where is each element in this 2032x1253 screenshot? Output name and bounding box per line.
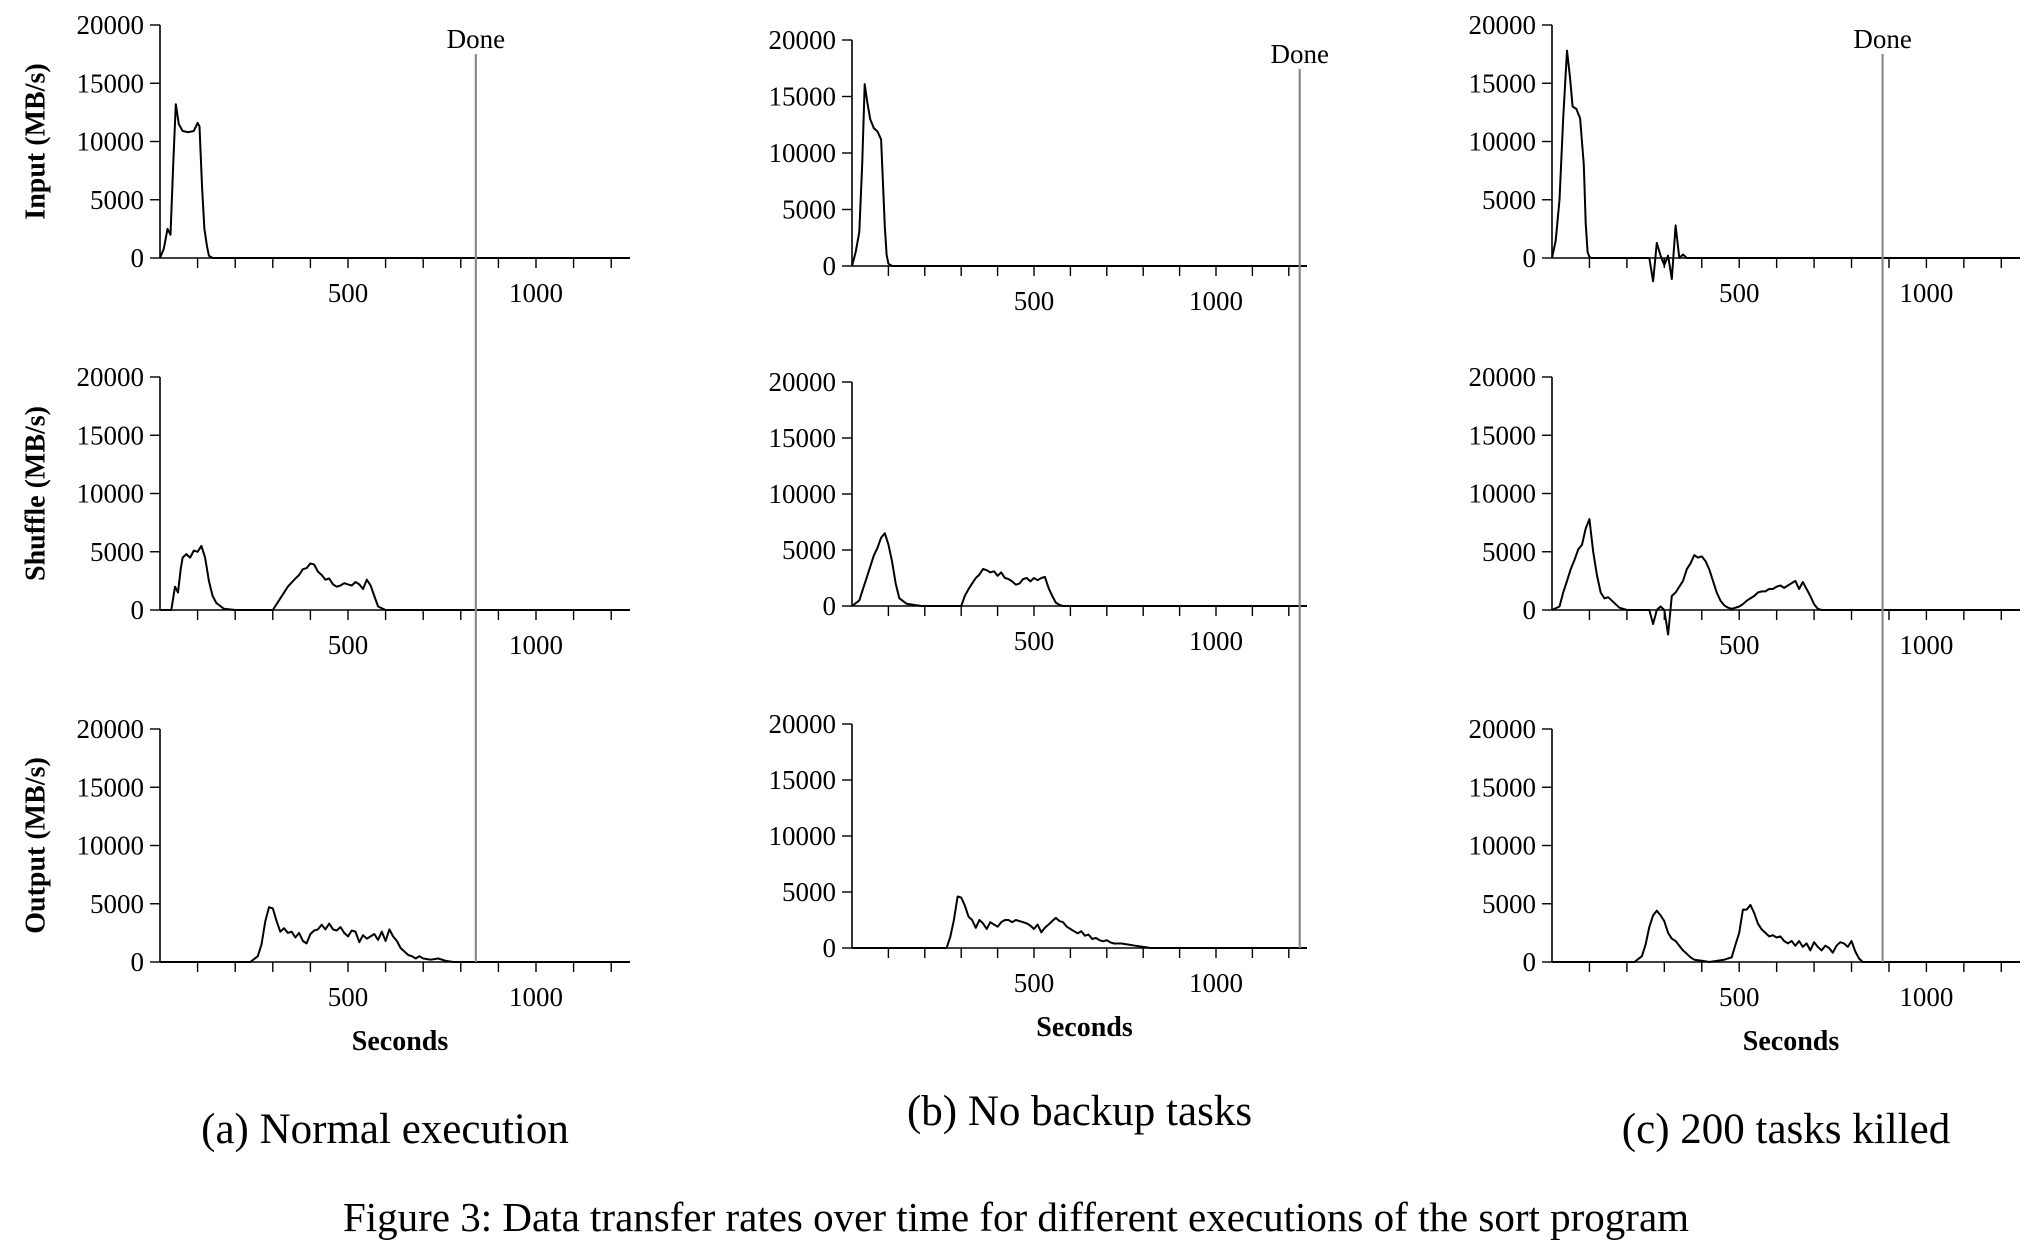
chart-a-row-3-y-tick-label: 5000 — [90, 889, 144, 919]
figure-caption: Figure 3: Data transfer rates over time … — [343, 1194, 1689, 1240]
chart-a-row-3-x-tick-label: 1000 — [509, 982, 563, 1012]
chart-b-row-1-x-tick-label: 500 — [1014, 286, 1055, 316]
chart-b-row-1-y-tick-label: 5000 — [782, 195, 836, 225]
chart-b-row-3-x-tick-label: 1000 — [1189, 968, 1243, 998]
chart-a-done-label: Done — [447, 24, 505, 54]
chart-b-row-3-series-line — [852, 895, 1307, 949]
chart-a-row-3-y-tick-label: 10000 — [77, 831, 145, 861]
chart-c-row-1-y-tick-label: 10000 — [1469, 127, 1537, 157]
chart-b-row-2-series-line — [851, 532, 1307, 607]
chart-a-row-3-x-tick-label: 500 — [328, 982, 369, 1012]
chart-b-row-1-x-tick-label: 1000 — [1189, 286, 1243, 316]
chart-b-row-1-y-tick-label: 0 — [823, 251, 837, 281]
chart-c-row-2-x-tick-label: 500 — [1719, 630, 1760, 660]
chart-c-caption: (c) 200 tasks killed — [1622, 1106, 1950, 1153]
chart-c-row-2-series-line — [1551, 518, 2020, 636]
chart-a-row-1-series-line — [159, 103, 630, 259]
chart-a-row-2-y-tick-label: 15000 — [77, 420, 145, 450]
chart-b-row-3-y-tick-label: 10000 — [769, 821, 837, 851]
chart-a-row-1-y-tick-label: 20000 — [77, 10, 145, 40]
chart-a-row-2-y-tick-label: 5000 — [90, 537, 144, 567]
chart-b-x-axis-label: Seconds — [1036, 1012, 1133, 1043]
chart-a-row-1-x-tick-label: 500 — [328, 278, 369, 308]
chart-b-row-2-x-tick-label: 1000 — [1189, 626, 1243, 656]
chart-c-row-1-x-tick-label: 1000 — [1899, 278, 1953, 308]
chart-c-row-1-y-tick-label: 15000 — [1469, 68, 1537, 98]
chart-c-row-3-x-tick-label: 500 — [1719, 982, 1760, 1012]
chart-c-row-3-y-tick-label: 20000 — [1469, 714, 1537, 744]
chart-a-row-1-x-tick-label: 1000 — [509, 278, 563, 308]
chart-b-row-2-y-tick-label: 0 — [823, 591, 837, 621]
chart-a-x-axis-label: Seconds — [352, 1026, 449, 1057]
chart-c-row-2-y-tick-label: 20000 — [1469, 362, 1537, 392]
chart-a-row-2-y-tick-label: 0 — [131, 595, 145, 625]
chart-c-row-2-x-tick-label: 1000 — [1899, 630, 1953, 660]
chart-a-row-2-y-tick-label: 20000 — [77, 362, 145, 392]
chart-a-row-3-y-axis-label: Output (MB/s) — [20, 757, 51, 934]
chart-b-row-2-y-tick-label: 10000 — [769, 479, 837, 509]
chart-c-row-2-y-tick-label: 5000 — [1482, 537, 1536, 567]
chart-a-row-3-y-tick-label: 20000 — [77, 714, 145, 744]
chart-b-row-2-y-tick-label: 5000 — [782, 535, 836, 565]
chart-b-row-1-y-tick-label: 15000 — [769, 82, 837, 112]
chart-a-caption: (a) Normal execution — [201, 1106, 569, 1153]
chart-a-row-1-y-axis-label: Input (MB/s) — [20, 63, 51, 219]
chart-c-row-1-y-tick-label: 0 — [1523, 243, 1537, 273]
chart-a-row-2-y-axis-label: Shuffle (MB/s) — [20, 406, 51, 581]
chart-b-caption: (b) No backup tasks — [907, 1088, 1252, 1135]
chart-c-row-2-y-tick-label: 0 — [1523, 595, 1537, 625]
chart-c-row-1-y-tick-label: 20000 — [1469, 10, 1537, 40]
chart-b-row-3-y-tick-label: 20000 — [769, 709, 837, 739]
chart-a-row-1-y-tick-label: 5000 — [90, 185, 144, 215]
chart-b-row-1-y-tick-label: 10000 — [769, 138, 837, 168]
chart-a-row-3-series-line — [160, 906, 630, 963]
chart-c-row-3-series-line — [1552, 903, 2020, 963]
chart-a-row-2-x-tick-label: 500 — [328, 630, 369, 660]
chart-c-row-1-x-tick-label: 500 — [1719, 278, 1760, 308]
chart-b-row-1-series-line — [851, 83, 1307, 267]
chart-b-row-2-x-tick-label: 500 — [1014, 626, 1055, 656]
chart-c-row-3-y-tick-label: 5000 — [1482, 889, 1536, 919]
chart-a-row-3-y-tick-label: 15000 — [77, 772, 145, 802]
chart-b-row-2-y-tick-label: 20000 — [769, 367, 837, 397]
chart-b-row-1-y-tick-label: 20000 — [769, 25, 837, 55]
chart-b-row-3-y-tick-label: 15000 — [769, 765, 837, 795]
chart-c-row-3-y-tick-label: 15000 — [1469, 772, 1537, 802]
chart-b-row-3-y-tick-label: 5000 — [782, 877, 836, 907]
chart-b-row-2-y-tick-label: 15000 — [769, 423, 837, 453]
chart-c-row-3-y-tick-label: 0 — [1523, 947, 1537, 977]
chart-a-row-1-y-tick-label: 15000 — [77, 68, 145, 98]
chart-c-row-3-y-tick-label: 10000 — [1469, 831, 1537, 861]
chart-a-row-2-x-tick-label: 1000 — [509, 630, 563, 660]
chart-c-row-2-y-tick-label: 10000 — [1469, 479, 1537, 509]
chart-c-x-axis-label: Seconds — [1743, 1026, 1840, 1057]
chart-c-row-3-x-tick-label: 1000 — [1899, 982, 1953, 1012]
chart-b-row-3-y-tick-label: 0 — [823, 933, 837, 963]
chart-a-row-2-y-tick-label: 10000 — [77, 479, 145, 509]
chart-a-row-1-y-tick-label: 0 — [131, 243, 145, 273]
chart-c-row-1-series-line — [1551, 49, 2020, 283]
chart-c-done-label: Done — [1853, 24, 1911, 54]
chart-b-row-3-x-tick-label: 500 — [1014, 968, 1055, 998]
chart-a-row-1-y-tick-label: 10000 — [77, 127, 145, 157]
chart-a-row-3-y-tick-label: 0 — [131, 947, 145, 977]
chart-b-done-label: Done — [1270, 39, 1328, 69]
chart-c-row-2-y-tick-label: 15000 — [1469, 420, 1537, 450]
chart-a-row-2-series-line — [160, 544, 630, 611]
chart-c-row-1-y-tick-label: 5000 — [1482, 185, 1536, 215]
